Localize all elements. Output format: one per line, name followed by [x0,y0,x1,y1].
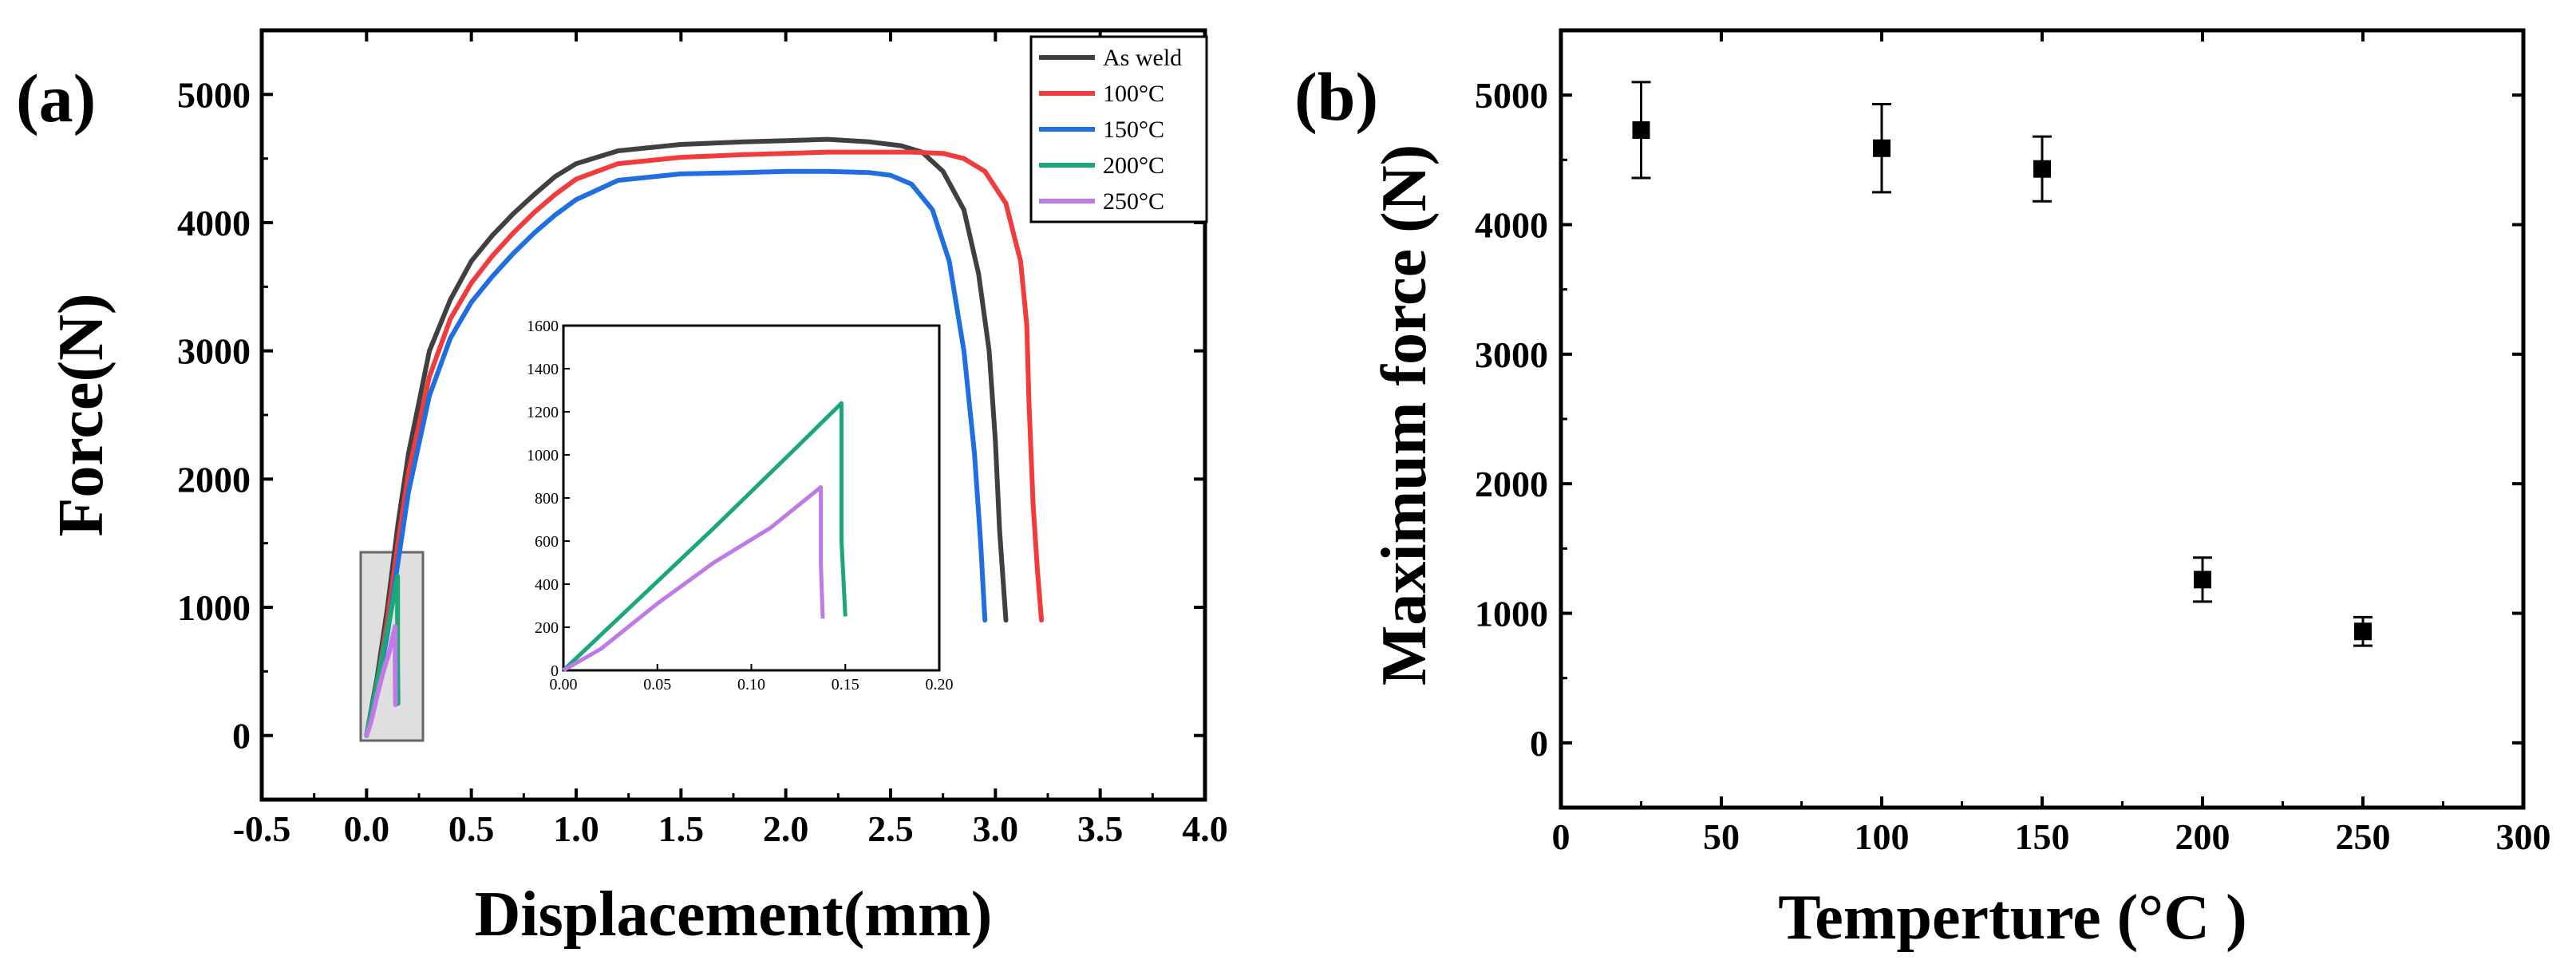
data-point-marker [1632,121,1650,139]
inset-y-tick-label: 1400 [527,361,559,378]
legend-label: 100°C [1103,81,1164,107]
inset-x-tick-label: 0.15 [832,676,859,693]
inset-ticks: 0.00 0.05 0.10 0.15 0.20 0 200 400 600 800 1000 120… [527,318,954,693]
y-tick-label: 1000 [1475,594,1548,634]
y-tick-label: 2000 [177,459,251,500]
x-tick-label: 0.0 [344,808,390,849]
panel-a: (a) -0.5 0.0 0.5 1.0 1.5 2.0 2.5 3.0 3.5 4.0 0 1000… [16,28,1228,950]
x-tick-label: 300 [2496,816,2551,857]
series-line-150c [364,168,988,738]
inset-x-tick-label: 0.20 [926,676,954,693]
panel-a-y-axis-title: Force(N) [46,294,117,537]
x-tick-label: 1.0 [553,808,599,849]
x-tick-label: 3.5 [1077,808,1124,849]
x-tick-label: 50 [1703,816,1740,857]
legend-items: As weld 100°C 150°C 200°C 250°C [1039,45,1182,215]
inset-y-tick-label: 0 [551,662,559,680]
legend: As weld 100°C 150°C 200°C 250°C [1029,35,1208,223]
y-tick-label: 0 [1530,723,1548,764]
x-tick-label: -0.5 [233,808,291,849]
panel-a-tick-labels: -0.5 0.0 0.5 1.0 1.5 2.0 2.5 3.0 3.5 4.0010002000… [177,74,1228,849]
inset-series-line [562,485,825,673]
inset-x-tick-label: 0.10 [737,676,765,693]
inset-y-tick-label: 200 [535,619,559,637]
panel-b-label: (b) [1294,58,1378,135]
legend-label: 200°C [1103,152,1164,179]
y-tick-label: 3000 [177,331,251,372]
x-tick-label: 100 [1855,816,1910,857]
inset-y-tick-label: 400 [535,576,559,594]
x-tick-label: 200 [2175,816,2230,857]
inset-y-tick-label: 600 [535,533,559,551]
inset-plot: 0.00 0.05 0.10 0.15 0.20 0 200 400 600 800 1000 120… [527,318,954,693]
y-tick-label: 5000 [1475,75,1548,116]
y-tick-label: 4000 [1475,205,1548,246]
data-point-marker [2033,160,2051,178]
panel-b: (b) 0 50 100 150 200 250 300010002000300040005… [1294,28,2551,953]
legend-label: 250°C [1103,188,1164,215]
panel-a-label: (a) [16,60,96,136]
y-tick-label: 3000 [1475,334,1548,375]
legend-label: 150°C [1103,117,1164,143]
legend-label: As weld [1103,45,1182,71]
data-point-marker [2194,571,2211,589]
panel-b-points [1631,81,2373,647]
y-tick-label: 5000 [177,74,251,115]
x-tick-label: 0 [1552,816,1570,857]
y-tick-label: 4000 [177,203,251,243]
panel-a-series [364,136,1045,738]
y-tick-label: 2000 [1475,464,1548,504]
x-tick-label: 250 [2336,816,2391,857]
panel-b-x-axis-title: Temperture (°C ) [1778,883,2246,953]
x-tick-label: 0.5 [448,808,495,849]
series-line-250c [364,624,398,738]
data-point-marker [2354,622,2372,641]
panel-a-ticks [260,30,1207,801]
x-tick-label: 150 [2015,816,2070,857]
inset-y-tick-label: 1600 [527,318,559,335]
panel-b-ticks [1559,30,2525,809]
x-tick-label: 3.0 [973,808,1019,849]
x-tick-label: 4.0 [1182,808,1228,849]
y-tick-label: 0 [232,716,251,757]
inset-x-tick-label: 0.05 [643,676,671,693]
inset-series [562,401,847,673]
x-tick-label: 2.5 [867,808,914,849]
panel-a-x-axis-title: Displacement(mm) [475,879,993,950]
inset-y-tick-label: 1000 [527,447,559,464]
panel-b-y-axis-title: Maximum force (N) [1369,144,1440,686]
series-line-100c [364,149,1045,738]
inset-y-tick-label: 800 [535,490,559,508]
x-tick-label: 1.5 [658,808,705,849]
x-tick-label: 2.0 [763,808,809,849]
inset-y-tick-label: 1200 [527,404,559,421]
series-line-asweld [364,136,1009,738]
data-point-marker [1873,139,1891,157]
inset-x-tick-label: 0.00 [550,676,578,693]
y-tick-label: 1000 [177,587,251,628]
inset-series-line [562,401,847,672]
